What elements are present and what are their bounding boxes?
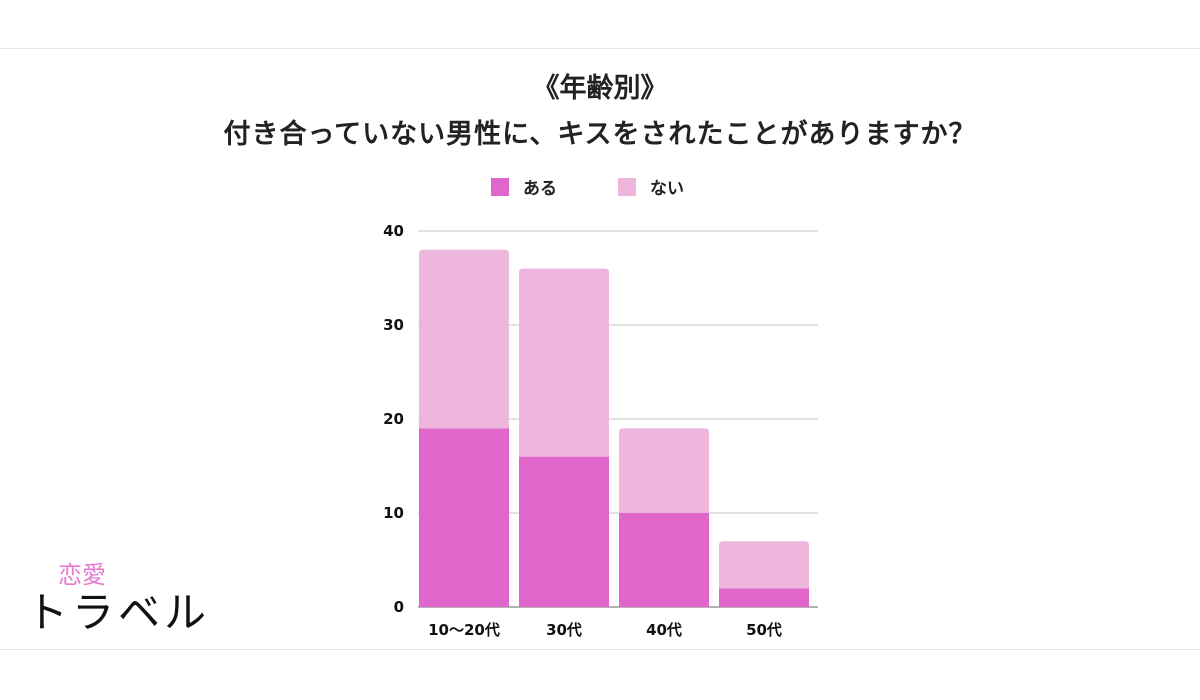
bar-nai-3 [719,541,809,589]
chart-title-question: 付き合っていない男性に、キスをされたことがありますか？ [223,119,977,150]
legend-swatch-aru [491,177,509,196]
chart-title-category: 《年齢別》 [532,73,668,104]
chart-frame [0,48,1200,650]
logo-top-text: 恋愛 [58,561,106,589]
x-category-label: 40代 [646,621,682,639]
legend-label-aru: ある [523,179,557,199]
y-tick-label: 0 [394,598,404,616]
y-tick-label: 20 [383,410,404,428]
brand-logo: 恋愛 トラベル [26,555,236,645]
legend-label-nai: ない [650,179,684,199]
y-tick-label: 40 [383,222,404,240]
bar-nai-2 [619,428,709,513]
bar-nai-1 [519,268,609,457]
y-tick-label: 10 [383,504,404,522]
bar-aru-1 [519,456,609,607]
logo-main-text: トラベル [26,588,211,637]
bar-nai-0 [419,249,509,429]
bar-aru-0 [419,428,509,607]
x-category-label: 10〜20代 [428,621,500,639]
legend-item-nai: ない [618,174,684,199]
legend-swatch-nai [618,177,636,196]
bars [419,249,809,607]
x-category-label: 30代 [546,621,582,639]
chart-legend: ある ない [0,174,1200,199]
legend-item-aru: ある [491,174,557,199]
y-tick-label: 30 [383,316,404,334]
x-category-label: 50代 [746,621,782,639]
bar-aru-2 [619,513,709,607]
axis-labels: 0 10 20 30 40 10〜20代 30代 40代 50代 [383,222,782,639]
bar-aru-3 [719,588,809,607]
